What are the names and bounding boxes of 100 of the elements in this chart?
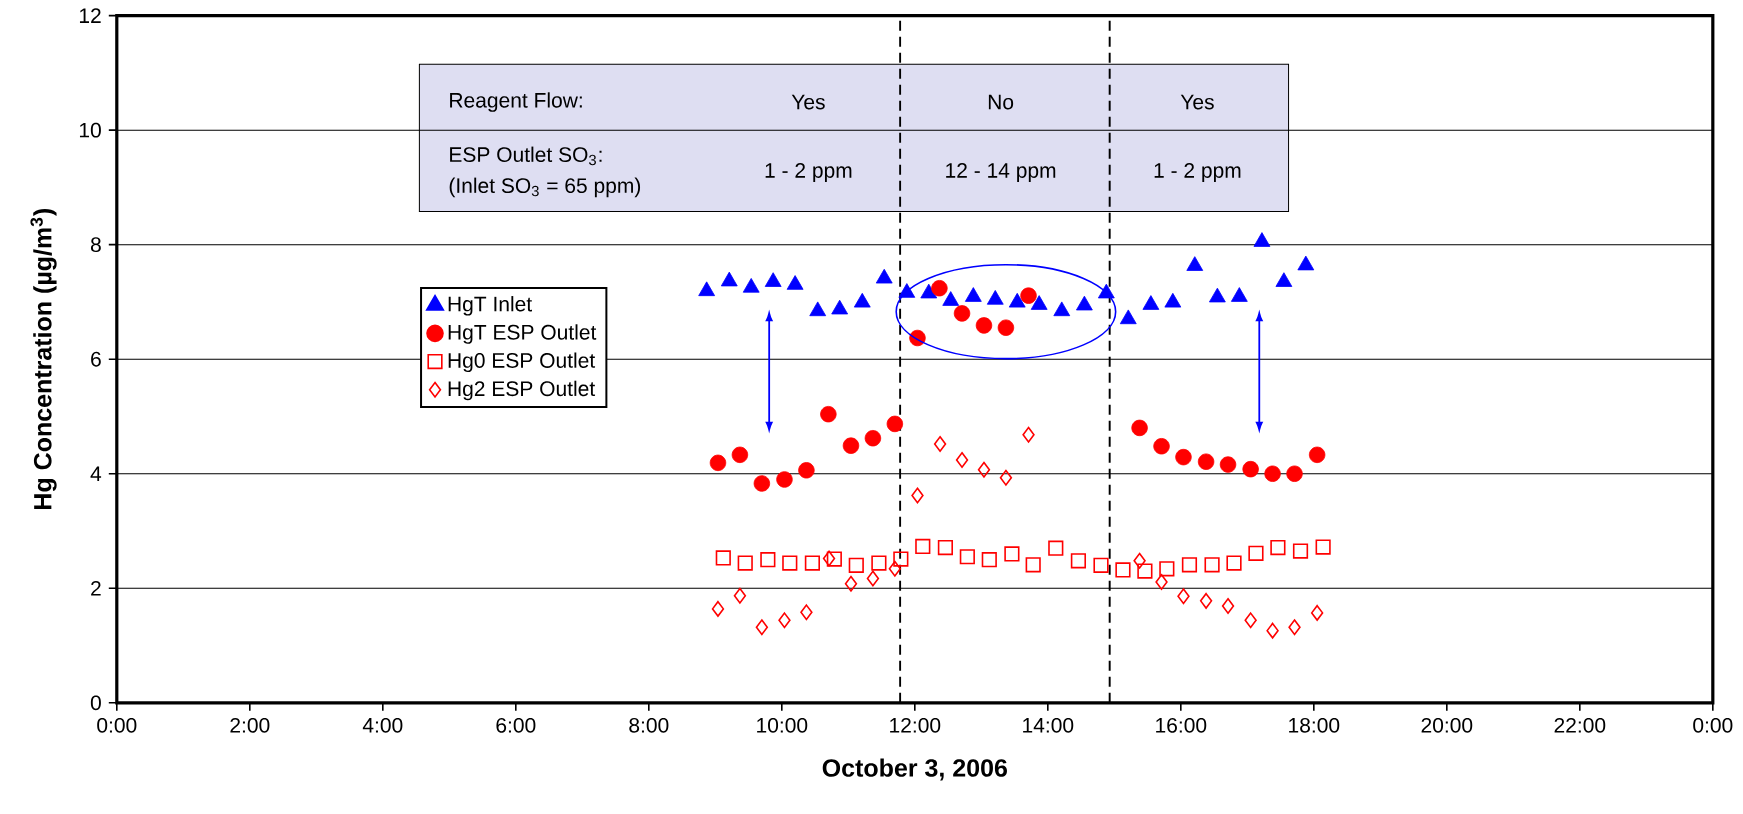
point [1020, 287, 1037, 304]
point [1177, 588, 1190, 605]
annotation: Yes [1180, 94, 1214, 110]
point [1270, 540, 1286, 556]
point [1286, 465, 1303, 482]
point [931, 279, 948, 297]
y-axis-title: Hg Concentration (µg/m$^{3}$) [30, 208, 57, 509]
x-tick-label: 8:00 [629, 717, 669, 733]
annotation: 12 - 14 ppm [946, 163, 1056, 183]
point [1175, 448, 1192, 466]
point [1133, 552, 1146, 569]
point [844, 575, 858, 592]
point [986, 290, 1004, 305]
x-tick-label: 14:00 [1023, 717, 1074, 733]
point [886, 415, 904, 433]
point [733, 587, 747, 604]
point [920, 283, 938, 299]
x-tick-label: 18:00 [1289, 717, 1340, 733]
point [1070, 553, 1087, 569]
point [937, 540, 953, 556]
point [786, 275, 804, 290]
point [842, 437, 860, 454]
point [778, 612, 791, 629]
point [911, 487, 924, 504]
x-tick-label: 0:00 [97, 717, 137, 733]
point [964, 287, 982, 302]
point [977, 461, 991, 478]
point [809, 301, 827, 317]
point [1153, 438, 1170, 455]
y-tick-label: 6 [91, 351, 101, 367]
point [942, 291, 960, 306]
point [1097, 283, 1115, 299]
point [1181, 557, 1198, 573]
point [997, 319, 1015, 336]
point [820, 405, 837, 423]
point [875, 268, 893, 284]
point [1199, 592, 1213, 609]
annotation: (Inlet SO$_{3}$ = 65 ppm) [449, 177, 641, 198]
point [1315, 539, 1331, 555]
point [782, 555, 798, 571]
point [731, 446, 749, 464]
point [826, 551, 842, 567]
annotation: 1 - 2 ppm [1154, 163, 1241, 183]
point [1142, 295, 1160, 310]
point [1053, 301, 1071, 317]
point [1226, 555, 1242, 571]
annotation: Yes [791, 94, 825, 110]
point [1219, 456, 1237, 473]
point [776, 471, 793, 488]
point [1119, 309, 1137, 325]
point [1131, 419, 1148, 437]
point [848, 557, 864, 573]
point [1204, 557, 1220, 573]
point [764, 272, 782, 287]
point [1025, 557, 1041, 573]
point [953, 305, 971, 322]
legend-label: Hg2 ESP Outlet [448, 380, 596, 401]
point [975, 317, 993, 334]
point [742, 278, 760, 293]
point [1297, 255, 1315, 271]
y-tick-label: 10 [79, 122, 101, 138]
x-tick-label: 4:00 [362, 717, 403, 733]
point [1093, 557, 1109, 573]
x-tick-label: 12:00 [890, 717, 941, 733]
point [999, 469, 1013, 486]
point [1242, 460, 1259, 478]
point [720, 271, 738, 287]
point [955, 451, 969, 468]
point [1264, 465, 1281, 482]
point [864, 430, 882, 447]
legend-label: Hg0 ESP Outlet [448, 352, 596, 373]
annotation: 1 - 2 ppm [765, 163, 852, 183]
point [737, 555, 753, 571]
point [1048, 540, 1064, 556]
point [1275, 272, 1293, 287]
point [853, 292, 871, 308]
annotation: Reagent Flow: [450, 92, 582, 112]
point [755, 619, 769, 636]
point [798, 462, 815, 479]
point [1164, 292, 1182, 308]
point [888, 560, 902, 577]
point [1308, 446, 1326, 464]
point [1197, 453, 1215, 470]
x-tick-label: 6:00 [496, 717, 536, 733]
point [1244, 612, 1257, 629]
point [915, 538, 931, 555]
x-tick-label: 10:00 [757, 717, 808, 733]
point [1292, 543, 1309, 559]
point [1076, 295, 1093, 311]
annotation: No [988, 94, 1014, 110]
point [804, 555, 820, 571]
point [753, 475, 771, 492]
legend-label: HgT Inlet [448, 296, 532, 316]
point [715, 550, 731, 566]
point [822, 550, 836, 567]
point [1115, 562, 1131, 578]
point [1008, 292, 1026, 308]
y-tick-label: 8 [90, 237, 101, 253]
point [933, 435, 947, 452]
point [1288, 619, 1301, 636]
